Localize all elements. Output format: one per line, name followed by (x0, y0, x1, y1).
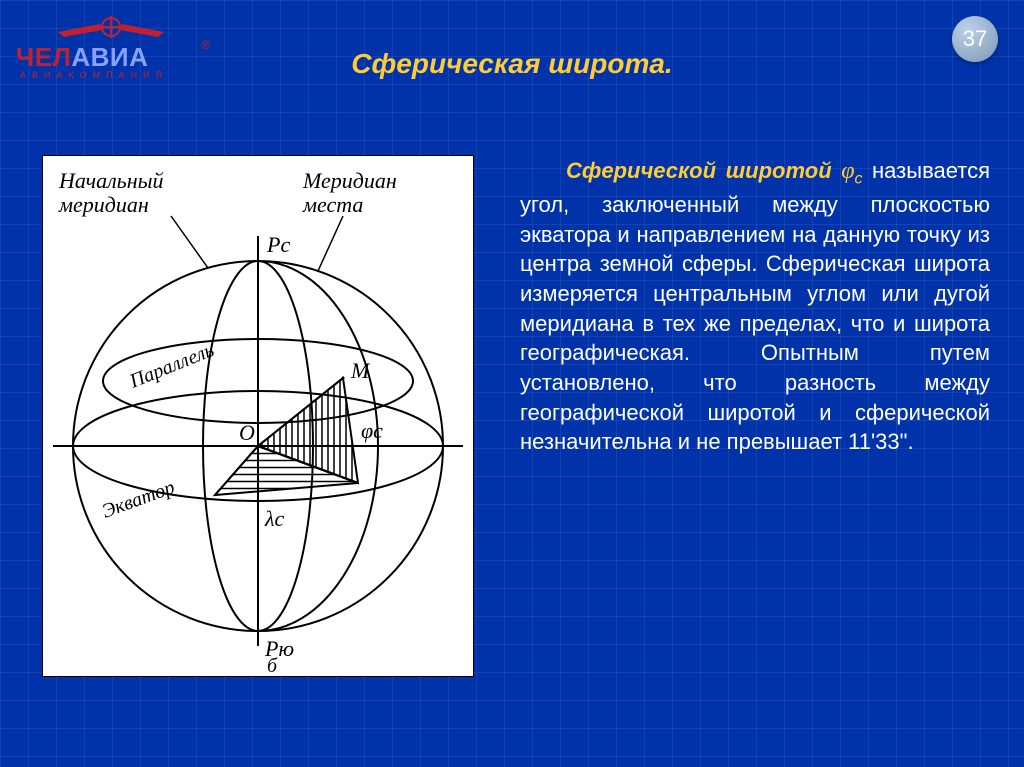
body-rest: называется угол, заключенный между плоск… (520, 158, 990, 454)
label-parallel: Параллель (126, 339, 217, 393)
sphere-diagram: Начальный меридиан Меридиан места (42, 155, 474, 677)
label-initial-meridian-1: Начальный (58, 168, 164, 193)
leader-initial (171, 216, 208, 268)
slide-title: Сферическая широта. (0, 48, 1024, 80)
label-pc: Pс (266, 232, 290, 257)
point-m-dot (342, 377, 345, 380)
label-local-meridian-1: Меридиан (302, 168, 397, 193)
label-initial-meridian-2: меридиан (58, 192, 149, 217)
logo-wings-icon (56, 10, 166, 44)
label-b: б (267, 655, 278, 676)
label-equator: Экватор (99, 476, 177, 522)
body-phi: φ (841, 158, 854, 184)
label-m: M (350, 358, 371, 383)
leader-local (318, 216, 343, 271)
label-phi: φс (361, 418, 383, 443)
label-o: O (239, 420, 255, 445)
body-text: Сферической широтой φс называется угол, … (520, 155, 990, 457)
point-o-dot (257, 445, 260, 448)
label-local-meridian-2: места (302, 192, 363, 217)
body-term: Сферической широтой (566, 158, 832, 183)
label-lambda: λс (264, 506, 285, 531)
slide: ЧЕЛАВИА АВИАКОМПАНИЯ ® 37 Сферическая ши… (0, 0, 1024, 767)
